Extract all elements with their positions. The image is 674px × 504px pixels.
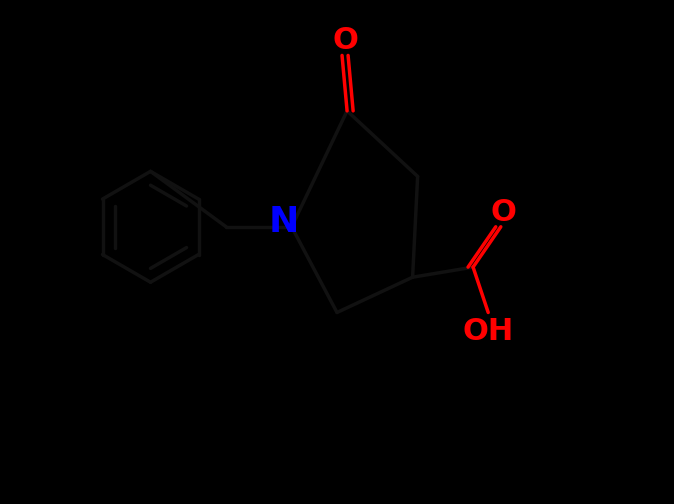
Text: OH: OH	[462, 317, 514, 346]
Text: O: O	[491, 198, 516, 227]
Text: O: O	[332, 26, 358, 55]
Text: N: N	[269, 205, 299, 239]
